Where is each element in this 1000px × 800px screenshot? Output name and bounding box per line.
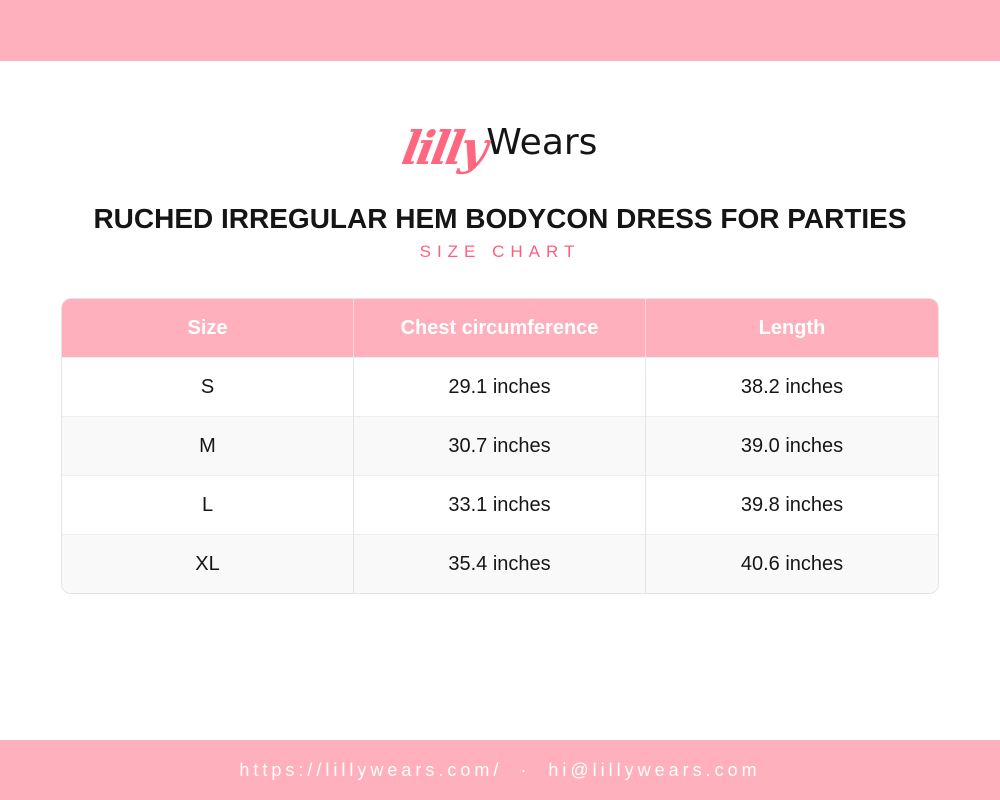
cell-size: XL: [62, 534, 354, 593]
cell-length: 40.6 inches: [646, 534, 938, 593]
cell-size: L: [62, 475, 354, 534]
footer-website-link[interactable]: https://lillywears.com/: [239, 759, 503, 780]
cell-chest: 29.1 inches: [354, 357, 646, 416]
cell-size: S: [62, 357, 354, 416]
header-chest: Chest circumference: [354, 299, 646, 357]
footer-band: https://lillywears.com/ · hi@lillywears.…: [0, 740, 1000, 800]
page-subtitle: SIZE CHART: [419, 242, 581, 261]
header-length: Length: [646, 299, 938, 357]
cell-chest: 35.4 inches: [354, 534, 646, 593]
footer-separator: ·: [520, 759, 531, 780]
cell-chest: 33.1 inches: [354, 475, 646, 534]
cell-length: 39.0 inches: [646, 416, 938, 475]
top-band: [0, 0, 1000, 61]
cell-size: M: [62, 416, 354, 475]
cell-length: 38.2 inches: [646, 357, 938, 416]
page-title: RUCHED IRREGULAR HEM BODYCON DRESS FOR P…: [93, 203, 907, 234]
table-row: XL 35.4 inches 40.6 inches: [62, 534, 938, 593]
logo-wears: Wears: [486, 122, 598, 163]
size-chart-table: Size Chest circumference Length S 29.1 i…: [61, 298, 939, 594]
brand-logo: lilly Wears: [0, 100, 1000, 175]
cell-length: 39.8 inches: [646, 475, 938, 534]
table-row: L 33.1 inches 39.8 inches: [62, 475, 938, 534]
header-size: Size: [62, 299, 354, 357]
cell-chest: 30.7 inches: [354, 416, 646, 475]
logo-lilly: lilly: [397, 121, 489, 175]
table-row: S 29.1 inches 38.2 inches: [62, 357, 938, 416]
table-header-row: Size Chest circumference Length: [62, 299, 938, 357]
table-row: M 30.7 inches 39.0 inches: [62, 416, 938, 475]
footer-email-link[interactable]: hi@lillywears.com: [548, 759, 761, 780]
